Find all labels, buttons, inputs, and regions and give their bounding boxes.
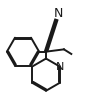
Text: N: N [56, 62, 64, 72]
Text: N: N [54, 7, 63, 20]
